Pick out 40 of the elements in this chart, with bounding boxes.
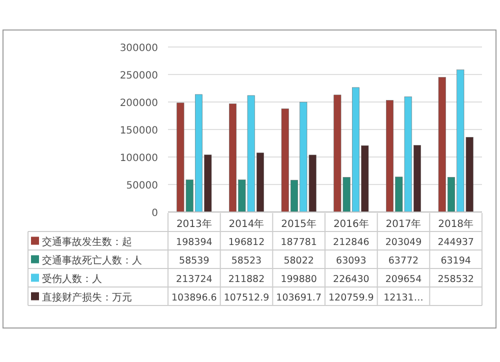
- data-label: 212846: [333, 236, 370, 248]
- y-tick-label: 300000: [120, 43, 158, 54]
- data-label: 203049: [385, 236, 422, 248]
- data-label: 196812: [228, 236, 265, 248]
- data-label: 258532: [438, 274, 474, 285]
- data-label: 58523: [231, 255, 262, 266]
- data-label: 103691.7: [276, 292, 322, 304]
- data-label: 58022: [284, 255, 314, 266]
- y-tick-label: 150000: [120, 126, 158, 136]
- data-label: 63772: [388, 255, 419, 266]
- data-label: 213724: [176, 274, 212, 285]
- data-label: 187781: [280, 236, 317, 248]
- data-label: 198394: [176, 236, 212, 248]
- data-label: 120759.9: [328, 292, 374, 304]
- data-label: 244937: [438, 236, 474, 248]
- x-tick-label: 2013年: [176, 218, 212, 230]
- y-tick-label: 250000: [120, 70, 158, 82]
- data-label: 107512.9: [224, 292, 270, 304]
- data-label: 63194: [440, 255, 471, 266]
- y-tick-label: 100000: [120, 153, 158, 164]
- data-label: 209654: [385, 274, 422, 285]
- x-tick-label: 2018年: [438, 218, 474, 230]
- x-tick-label: 2016年: [333, 218, 369, 230]
- legend-label: 交通事故死亡人数：人: [42, 254, 142, 266]
- legend-label: 交通事故发生数：起: [42, 236, 132, 248]
- y-tick-label: 0: [152, 208, 158, 219]
- data-label: 199880: [280, 274, 317, 285]
- data-label: 12131…: [384, 292, 424, 304]
- y-tick-label: 200000: [120, 98, 158, 109]
- data-label: 63093: [336, 255, 366, 266]
- data-label: 58539: [179, 255, 210, 266]
- legend-label: 直接财产损失：万元: [42, 291, 132, 304]
- y-tick-label: 50000: [126, 180, 158, 192]
- x-tick-label: 2017年: [386, 218, 422, 230]
- x-tick-label: 2014年: [228, 218, 264, 230]
- data-label: 211882: [228, 274, 265, 285]
- legend-label: 受伤人数：人: [42, 272, 102, 285]
- x-tick-label: 2015年: [281, 218, 317, 230]
- data-label: 226430: [333, 274, 370, 285]
- data-label: 103896.6: [171, 292, 217, 304]
